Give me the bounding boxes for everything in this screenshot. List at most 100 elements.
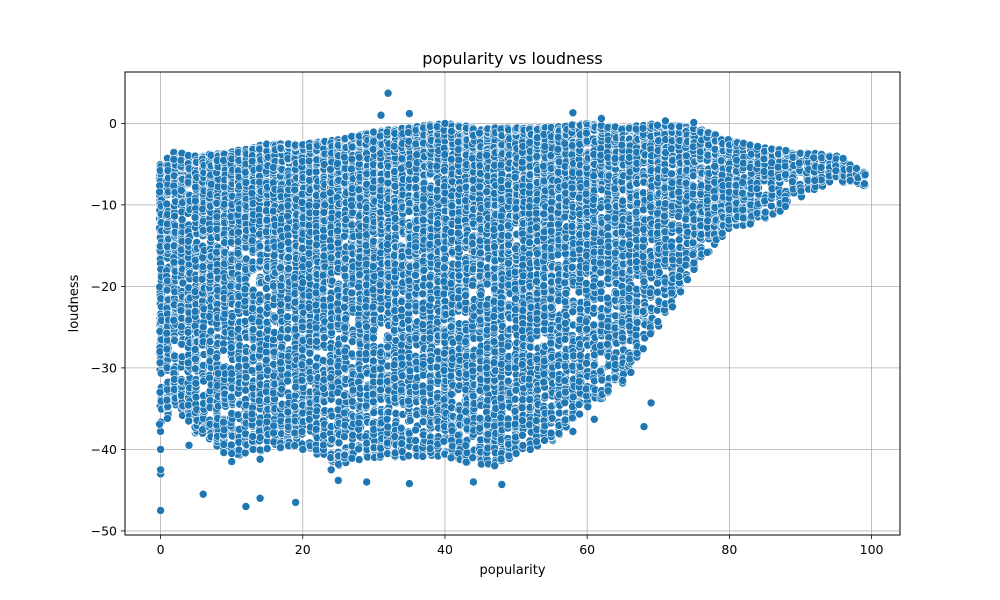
data-point	[190, 287, 200, 296]
data-point	[369, 333, 378, 343]
data-point	[269, 163, 278, 172]
data-point	[247, 366, 257, 375]
data-point	[233, 249, 243, 258]
data-point	[318, 356, 328, 365]
data-point	[340, 323, 350, 332]
data-point	[220, 199, 229, 209]
data-point	[262, 215, 272, 225]
data-point	[347, 288, 357, 298]
data-point	[212, 212, 222, 222]
data-point	[254, 317, 264, 327]
data-point	[169, 315, 178, 325]
data-point	[348, 337, 357, 346]
data-point	[290, 428, 300, 438]
data-point	[269, 251, 279, 260]
data-point	[368, 302, 378, 312]
data-point	[305, 348, 315, 358]
data-point	[376, 149, 385, 158]
data-point	[304, 156, 314, 166]
data-point	[247, 188, 257, 198]
data-point	[354, 320, 364, 330]
data-point	[184, 416, 193, 426]
data-point	[190, 213, 200, 222]
data-point	[240, 296, 250, 306]
data-point	[183, 178, 193, 187]
data-point	[255, 433, 265, 442]
data-point	[170, 211, 179, 221]
data-point	[354, 185, 364, 194]
data-point	[312, 406, 322, 416]
data-point	[340, 271, 350, 281]
data-point	[325, 188, 335, 197]
data-point	[191, 392, 201, 402]
data-point	[290, 324, 300, 334]
data-point	[340, 363, 350, 373]
data-point	[369, 408, 379, 417]
data-point	[311, 167, 321, 177]
data-point	[319, 440, 328, 450]
data-point	[176, 305, 186, 315]
data-point	[291, 382, 300, 392]
data-point	[269, 388, 278, 398]
data-point	[318, 284, 328, 294]
data-point	[368, 397, 378, 407]
data-point	[269, 335, 278, 345]
data-point	[261, 227, 271, 237]
data-point	[290, 185, 300, 195]
data-point	[298, 322, 307, 332]
data-point	[333, 238, 343, 248]
data-point	[318, 271, 328, 280]
data-point	[269, 428, 278, 438]
data-point	[347, 349, 357, 359]
data-point	[340, 264, 349, 274]
data-point	[319, 208, 329, 217]
data-point	[283, 376, 292, 386]
data-point	[177, 215, 187, 224]
data-point	[347, 453, 357, 463]
data-point	[262, 284, 271, 293]
data-point	[326, 294, 335, 303]
data-point	[284, 253, 293, 262]
data-point	[368, 285, 378, 295]
data-point	[333, 226, 342, 235]
data-point	[261, 347, 271, 357]
data-point	[183, 358, 193, 368]
data-point	[368, 145, 378, 154]
data-point	[369, 325, 378, 335]
data-point	[240, 284, 250, 294]
data-point	[276, 299, 286, 309]
data-point	[269, 421, 279, 431]
data-point	[162, 395, 172, 405]
data-point	[339, 390, 349, 400]
data-point	[191, 196, 200, 206]
data-point	[376, 304, 386, 314]
data-point	[354, 282, 363, 292]
data-point	[304, 249, 314, 258]
data-point	[268, 206, 278, 216]
data-point	[162, 328, 172, 338]
data-point	[354, 455, 364, 464]
data-point	[155, 187, 164, 197]
data-point	[155, 419, 164, 429]
data-point	[248, 304, 257, 313]
data-point	[319, 384, 328, 393]
data-point	[197, 274, 207, 284]
data-point	[283, 333, 292, 343]
data-point	[297, 375, 307, 385]
data-point	[240, 448, 250, 458]
data-point	[162, 344, 172, 354]
data-point	[254, 363, 264, 373]
data-point	[340, 231, 349, 241]
data-point	[354, 444, 363, 454]
data-point	[311, 445, 321, 455]
data-point	[191, 255, 200, 265]
data-point	[340, 334, 349, 344]
data-point	[241, 372, 251, 382]
data-point	[276, 358, 285, 367]
data-point	[361, 401, 371, 411]
data-point	[261, 355, 271, 365]
data-point	[184, 237, 193, 246]
data-point	[375, 280, 385, 290]
data-point	[312, 337, 321, 346]
